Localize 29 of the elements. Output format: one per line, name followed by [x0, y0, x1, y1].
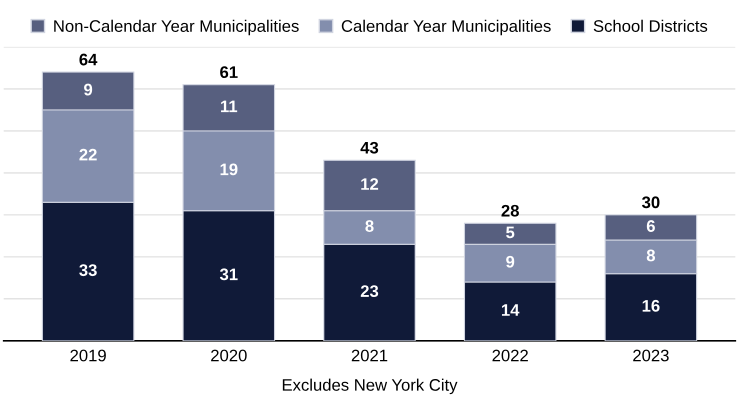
data-label: 31	[220, 268, 238, 280]
total-label: 61	[220, 66, 238, 78]
data-label: 23	[360, 285, 378, 298]
legend-label: Calendar Year Municipalities	[342, 20, 551, 36]
x-tick-label: 2020	[211, 350, 247, 362]
data-label: 33	[79, 264, 97, 276]
total-label: 64	[79, 54, 98, 66]
data-label: 16	[642, 300, 660, 312]
legend-label: School Districts	[594, 20, 708, 32]
x-tick-label: 2022	[492, 350, 528, 362]
data-label: 22	[79, 148, 97, 160]
legend-label: Non-Calendar Year Municipalities	[54, 20, 299, 36]
total-label: 28	[502, 204, 519, 217]
x-tick-label: 2023	[633, 350, 669, 362]
x-axis-title: Excludes New York City	[282, 378, 458, 394]
data-label: 9	[84, 84, 92, 96]
data-label: 8	[646, 250, 656, 262]
x-tick-label: 2019	[70, 350, 106, 362]
x-tick-label: 2021	[352, 350, 388, 362]
data-label: 14	[502, 304, 520, 316]
data-label: 11	[221, 100, 238, 112]
data-label: 9	[506, 256, 514, 268]
data-label: 12	[361, 178, 378, 190]
data-label: 19	[220, 163, 238, 176]
data-label: 6	[646, 220, 655, 232]
data-label: 5	[506, 226, 514, 238]
total-label: 30	[642, 196, 660, 208]
data-label: 8	[365, 220, 374, 232]
total-label: 43	[360, 142, 378, 154]
